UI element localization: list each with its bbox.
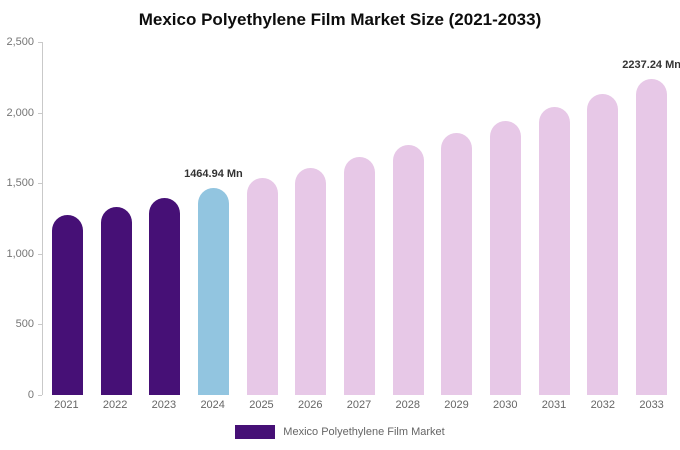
bar-slot [238, 42, 287, 395]
bar-2021[interactable] [51, 215, 83, 395]
x-axis-label-2021: 2021 [54, 399, 79, 411]
legend[interactable]: Mexico Polyethylene Film Market [0, 425, 680, 439]
bar-2028[interactable] [392, 145, 424, 395]
y-axis-tick-label: 2,500 [6, 36, 34, 48]
x-axis-label-2026: 2026 [297, 399, 323, 411]
bar-slot [92, 42, 141, 395]
x-axis-label-2027: 2027 [346, 399, 372, 411]
bar-slot [530, 42, 579, 395]
y-axis-tick-label: 500 [15, 318, 34, 331]
bar-2029[interactable] [441, 133, 473, 395]
bar-slot [140, 42, 189, 395]
x-axis-label-2024: 2024 [200, 399, 225, 411]
bar-value-label-2024: 1464.94 Mn [184, 168, 243, 181]
bar-slot [579, 42, 628, 395]
x-axis-label-2025: 2025 [249, 399, 274, 411]
y-axis-tick-mark [38, 324, 42, 326]
y-axis-tick-label: 2,000 [6, 106, 34, 119]
y-axis-tick-label: 1,000 [6, 247, 34, 260]
bar-slot [189, 42, 238, 395]
legend-swatch [235, 425, 276, 439]
bar-slot [481, 42, 530, 395]
bar-2023[interactable] [149, 197, 181, 395]
y-axis-tick-mark [38, 253, 42, 255]
bar-2032[interactable] [587, 93, 619, 395]
bar-value-label-2033: 2237.24 Mn [622, 59, 680, 72]
plot-wrap: 1464.94 Mn 2237.24 Mn [42, 42, 680, 395]
y-axis-tick-mark [38, 395, 42, 396]
bar-2027[interactable] [343, 156, 375, 395]
x-axis-label-2032: 2032 [590, 399, 616, 411]
bar-2033[interactable] [636, 79, 668, 395]
x-axis-label-2023: 2023 [151, 399, 177, 411]
x-axis-label-2030: 2030 [493, 399, 518, 411]
bar-slot [433, 42, 482, 395]
bar-slot [627, 42, 676, 395]
bar-slot [286, 42, 335, 395]
bar-slot [335, 42, 384, 395]
x-axis-label-2033: 2033 [639, 399, 664, 411]
bar-2030[interactable] [490, 120, 522, 395]
legend-label: Mexico Polyethylene Film Market [283, 426, 445, 438]
x-axis-label-2028: 2028 [395, 399, 420, 411]
bar-2025[interactable] [246, 178, 278, 395]
y-axis: 2,500 2,000 1,500 1,000 500 0 [0, 36, 42, 401]
bar-2024[interactable] [197, 188, 229, 395]
chart-title: Mexico Polyethylene Film Market Size (20… [138, 10, 542, 29]
y-axis-tick-mark [38, 183, 42, 185]
bar-2026[interactable] [295, 167, 327, 395]
x-axis-label-2029: 2029 [444, 399, 469, 411]
y-axis-tick-label: 1,500 [6, 177, 34, 190]
y-axis-tick-mark [38, 112, 42, 114]
bar-slot [384, 42, 433, 395]
plot-area: 1464.94 Mn 2237.24 Mn [43, 42, 680, 395]
y-axis-tick-label: 0 [27, 389, 34, 401]
x-axis-label-2031: 2031 [541, 399, 567, 411]
bar-2022[interactable] [100, 206, 132, 395]
bar-slot [43, 42, 92, 395]
x-axis-label-2022: 2022 [102, 399, 128, 411]
x-axis-labels: 2021 2022 2023 2024 2025 2026 2027 2028 2029 2030… [42, 399, 676, 411]
y-axis-tick-mark [38, 42, 42, 43]
bar-2031[interactable] [538, 107, 570, 395]
